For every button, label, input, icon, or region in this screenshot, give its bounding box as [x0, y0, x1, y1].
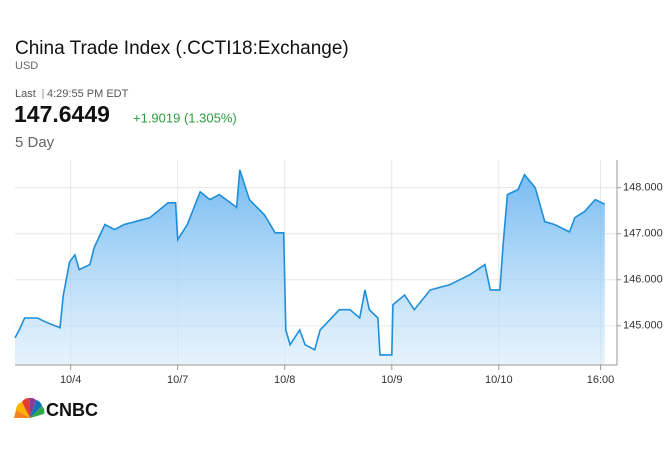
- y-tick-label: 145.000: [623, 320, 663, 332]
- change: +1.9019 (1.305%): [133, 110, 237, 125]
- y-tick-label: 148.000: [623, 182, 663, 194]
- price: 147.6449: [14, 101, 110, 127]
- title: China Trade Index (.CCTI18:Exchange): [15, 38, 349, 59]
- last-label: Last: [15, 88, 36, 100]
- range: 5 Day: [15, 134, 55, 151]
- time: 4:29:55 PM EDT: [47, 88, 129, 100]
- brand: CNBC: [46, 400, 98, 420]
- currency: USD: [15, 60, 38, 72]
- x-tick-label: 16:00: [587, 374, 615, 386]
- y-tick-label: 147.000: [623, 228, 663, 240]
- x-tick-label: 10/8: [274, 374, 295, 386]
- x-tick-label: 10/4: [60, 374, 81, 386]
- area: [15, 169, 605, 365]
- logo: CNBC: [14, 397, 98, 420]
- x-tick-label: 10/10: [485, 374, 513, 386]
- x-tick-label: 10/7: [167, 374, 188, 386]
- x-tick-label: 10/9: [381, 374, 402, 386]
- y-tick-label: 146.000: [623, 274, 663, 286]
- line: [14, 169, 606, 356]
